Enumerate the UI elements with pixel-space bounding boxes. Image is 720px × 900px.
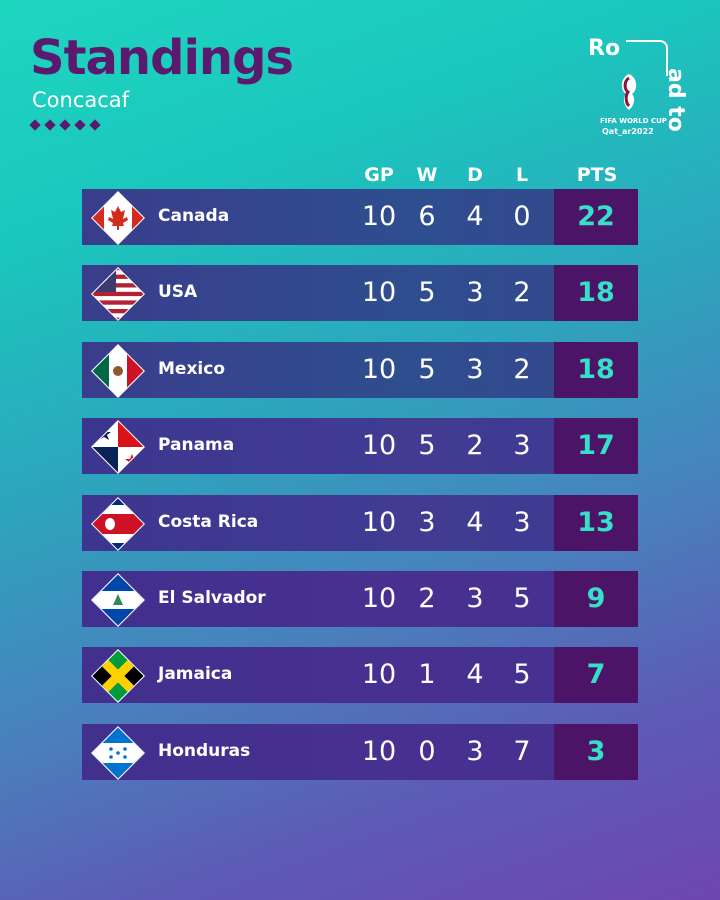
stat-l: 5	[513, 659, 531, 691]
points-cell: 17	[554, 418, 638, 475]
stat-d: 2	[466, 430, 484, 462]
column-header-d: D	[467, 164, 483, 186]
stat-w: 0	[418, 735, 436, 767]
stat-d: 4	[466, 506, 484, 538]
el-salvador-flag-icon	[91, 573, 145, 627]
table-row: Costa Rica 10 3 4 3 13	[82, 494, 638, 551]
team-name: Jamaica	[158, 664, 233, 685]
table-row: El Salvador 10 2 3 5 9	[82, 570, 638, 627]
stat-l: 5	[513, 582, 531, 614]
team-name: Mexico	[158, 358, 225, 379]
logo-road-line	[626, 40, 668, 76]
stat-gp: 10	[361, 735, 397, 767]
mexico-flag-icon	[91, 343, 145, 398]
stat-d: 3	[466, 277, 484, 309]
team-name: USA	[158, 282, 198, 303]
canada-flag-icon	[91, 191, 145, 245]
page-subtitle: Concacaf	[32, 88, 130, 112]
points-cell: 18	[554, 341, 638, 398]
stat-l: 2	[513, 353, 531, 385]
stat-d: 4	[466, 201, 484, 232]
standings-table: Canada 10 6 4 0 22 USA 10 5 3 2 18 Mexico 10 5 3 2 18 Pana…	[82, 189, 638, 800]
stat-gp: 10	[361, 353, 397, 385]
table-row: Mexico 10 5 3 2 18	[82, 341, 638, 398]
points-cell: 7	[554, 647, 638, 704]
stat-d: 3	[466, 582, 484, 614]
stat-l: 7	[513, 735, 531, 767]
decorative-dots	[29, 119, 101, 131]
logo-text-ro: Ro	[588, 36, 621, 61]
table-row: Canada 10 6 4 0 22	[82, 189, 638, 245]
column-header-l: L	[515, 164, 529, 186]
stat-w: 2	[418, 582, 436, 614]
diamond-dot-icon	[59, 119, 71, 131]
team-name: Panama	[158, 435, 235, 456]
stat-gp: 10	[361, 430, 397, 462]
trophy-icon	[621, 74, 637, 110]
stat-gp: 10	[361, 201, 397, 232]
diamond-dot-icon	[29, 119, 41, 131]
stat-l: 0	[513, 201, 531, 232]
column-header-pts: PTS	[576, 164, 618, 186]
diamond-dot-icon	[74, 119, 86, 131]
stat-d: 4	[466, 659, 484, 691]
table-row: Honduras 10 0 3 7 3	[82, 723, 638, 780]
points-cell: 3	[554, 723, 638, 780]
logo-text-fifa: FIFA WORLD CUP	[600, 117, 667, 125]
table-row: Jamaica 10 1 4 5 7	[82, 647, 638, 704]
points-cell: 13	[554, 494, 638, 551]
stat-w: 1	[418, 659, 436, 691]
world-cup-logo: Ro ad to FIFA WORLD CUP Qat_ar2022	[588, 36, 698, 146]
points-cell: 18	[554, 265, 638, 322]
stat-w: 5	[418, 277, 436, 309]
stat-d: 3	[466, 735, 484, 767]
stat-w: 5	[418, 353, 436, 385]
stat-gp: 10	[361, 277, 397, 309]
team-name: El Salvador	[158, 587, 266, 608]
points-cell: 9	[554, 570, 638, 627]
stat-gp: 10	[361, 582, 397, 614]
team-name: Canada	[158, 206, 230, 226]
column-header-gp: GP	[364, 164, 394, 186]
table-row: USA 10 5 3 2 18	[82, 265, 638, 322]
usa-flag-icon	[91, 267, 145, 322]
diamond-dot-icon	[89, 119, 101, 131]
team-name: Costa Rica	[158, 511, 259, 532]
stat-gp: 10	[361, 659, 397, 691]
stat-w: 6	[418, 201, 436, 232]
stat-l: 2	[513, 277, 531, 309]
stat-gp: 10	[361, 506, 397, 538]
logo-text-qatar: Qat_ar2022	[602, 127, 654, 136]
stat-d: 3	[466, 353, 484, 385]
jamaica-flag-icon	[91, 649, 145, 704]
points-cell: 22	[554, 189, 638, 245]
stat-l: 3	[513, 430, 531, 462]
stat-w: 5	[418, 430, 436, 462]
page-title: Standings	[30, 30, 294, 86]
team-name: Honduras	[158, 740, 251, 761]
diamond-dot-icon	[44, 119, 56, 131]
column-header-w: W	[416, 164, 438, 186]
panama-flag-icon	[91, 420, 145, 475]
stat-l: 3	[513, 506, 531, 538]
costa-rica-flag-icon	[91, 496, 145, 551]
honduras-flag-icon	[91, 725, 145, 780]
table-row: Panama 10 5 2 3 17	[82, 418, 638, 475]
stat-w: 3	[418, 506, 436, 538]
table-header: GP W D L PTS	[0, 164, 720, 188]
